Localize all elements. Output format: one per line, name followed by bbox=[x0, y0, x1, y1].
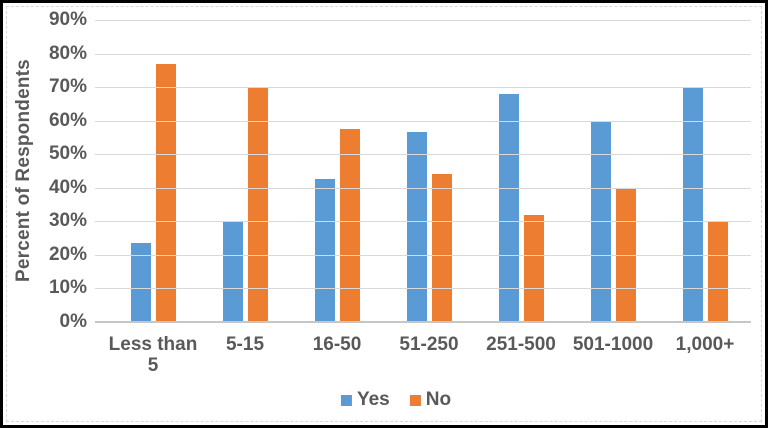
bar-no-251-500 bbox=[523, 214, 544, 322]
x-category-label-text: 1,000+ bbox=[675, 334, 735, 355]
legend-swatch-no bbox=[409, 394, 421, 406]
bar-group-251-500 bbox=[475, 20, 567, 322]
gridline-80pct bbox=[95, 53, 751, 55]
y-tick-label-80: 80% bbox=[48, 42, 87, 64]
gridline-40pct bbox=[95, 187, 751, 189]
bar-group-5-15 bbox=[199, 20, 291, 322]
y-tick-label-10: 10% bbox=[48, 277, 87, 299]
y-tick-label-60: 60% bbox=[48, 109, 87, 131]
bar-group-less-than-5 bbox=[107, 20, 199, 322]
y-tick-label-20: 20% bbox=[48, 243, 87, 265]
y-tick-label-0: 0% bbox=[59, 311, 87, 332]
bar-no-51-250 bbox=[431, 174, 452, 322]
x-axis-category-labels: Less than 5 5-15 16-50 51-250 251-500 501-100… bbox=[95, 334, 751, 376]
bar-group-501-1000 bbox=[567, 20, 659, 322]
bar-group-16-50 bbox=[291, 20, 383, 322]
legend: Yes No bbox=[340, 389, 452, 411]
gridline-60pct bbox=[95, 120, 751, 122]
x-category-label-1-000: 1,000+ bbox=[659, 334, 751, 376]
bar-group-1-000 bbox=[659, 20, 751, 322]
gridline-10pct bbox=[95, 288, 751, 290]
gridline-90pct bbox=[95, 20, 751, 21]
bar-group-51-250 bbox=[383, 20, 475, 322]
gridline-70pct bbox=[95, 87, 751, 89]
y-tick-label-30: 30% bbox=[48, 210, 87, 232]
bar-yes-1-000 bbox=[682, 87, 703, 322]
y-tick-label-70: 70% bbox=[48, 76, 87, 98]
gridline-30pct bbox=[95, 221, 751, 223]
bar-yes-5-15 bbox=[222, 221, 243, 322]
bar-no-5-15 bbox=[247, 87, 268, 322]
x-category-label-text: 51-250 bbox=[399, 334, 459, 355]
bar-groups bbox=[95, 20, 751, 322]
x-category-label-text: 5-15 bbox=[225, 334, 265, 355]
bar-no-16-50 bbox=[339, 129, 360, 322]
x-category-label-text: Less than 5 bbox=[108, 334, 198, 376]
x-category-label-text: 251-500 bbox=[486, 334, 556, 355]
bar-yes-less-than-5 bbox=[130, 243, 151, 322]
bar-yes-51-250 bbox=[406, 132, 427, 322]
bar-no-1-000 bbox=[707, 221, 728, 322]
bar-yes-251-500 bbox=[498, 93, 519, 322]
y-tick-label-50: 50% bbox=[48, 143, 87, 165]
bar-yes-16-50 bbox=[314, 179, 335, 322]
legend-item-yes: Yes bbox=[340, 389, 390, 411]
y-tick-label-40: 40% bbox=[48, 176, 87, 198]
x-category-label-5-15: 5-15 bbox=[199, 334, 291, 376]
legend-item-no: No bbox=[409, 389, 452, 411]
x-category-label-251-500: 251-500 bbox=[475, 334, 567, 376]
y-axis-tick-labels: 0% 10% 20% 30% 40% 50% 60% 70% 80% 90% bbox=[3, 10, 87, 332]
gridline-20pct bbox=[95, 254, 751, 256]
x-category-label-text: 501-1000 bbox=[572, 334, 654, 355]
x-category-label-less-than-5: Less than 5 bbox=[107, 334, 199, 376]
gridline-50pct bbox=[95, 154, 751, 156]
x-category-label-51-250: 51-250 bbox=[383, 334, 475, 376]
x-category-label-16-50: 16-50 bbox=[291, 334, 383, 376]
legend-label-yes: Yes bbox=[356, 389, 390, 410]
plot-area bbox=[95, 20, 751, 323]
bar-no-less-than-5 bbox=[155, 63, 176, 322]
legend-label-no: No bbox=[425, 389, 452, 410]
x-axis-line bbox=[95, 321, 751, 323]
legend-swatch-yes bbox=[340, 394, 352, 406]
y-tick-label-90: 90% bbox=[48, 9, 87, 30]
x-category-label-text: 16-50 bbox=[312, 334, 362, 355]
x-category-label-501-1000: 501-1000 bbox=[567, 334, 659, 376]
